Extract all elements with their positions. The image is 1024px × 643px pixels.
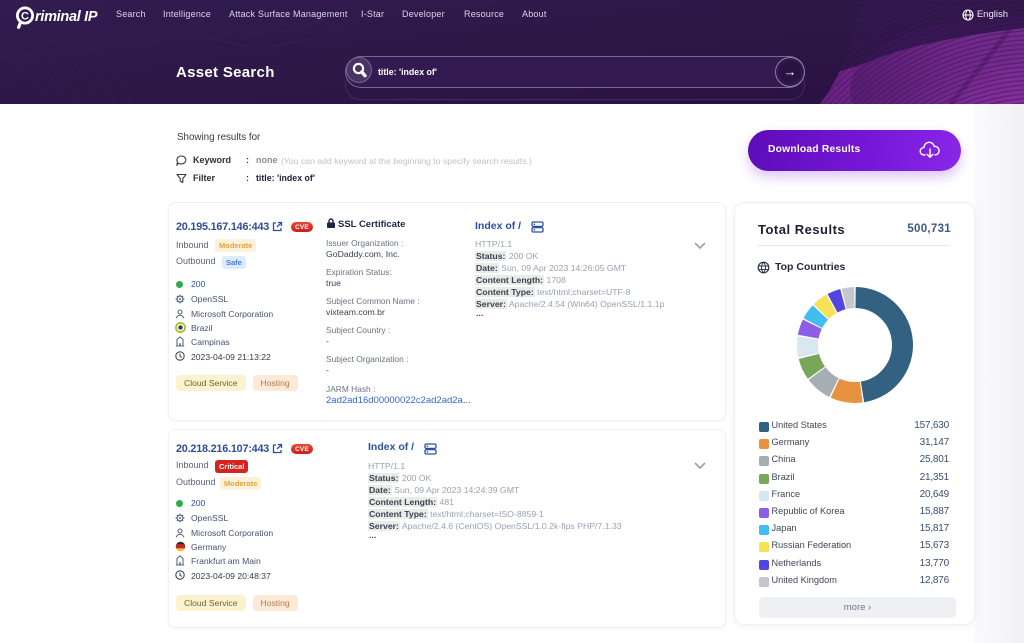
svg-text:C: C xyxy=(21,11,29,23)
svg-text:riminal IP: riminal IP xyxy=(35,9,98,25)
